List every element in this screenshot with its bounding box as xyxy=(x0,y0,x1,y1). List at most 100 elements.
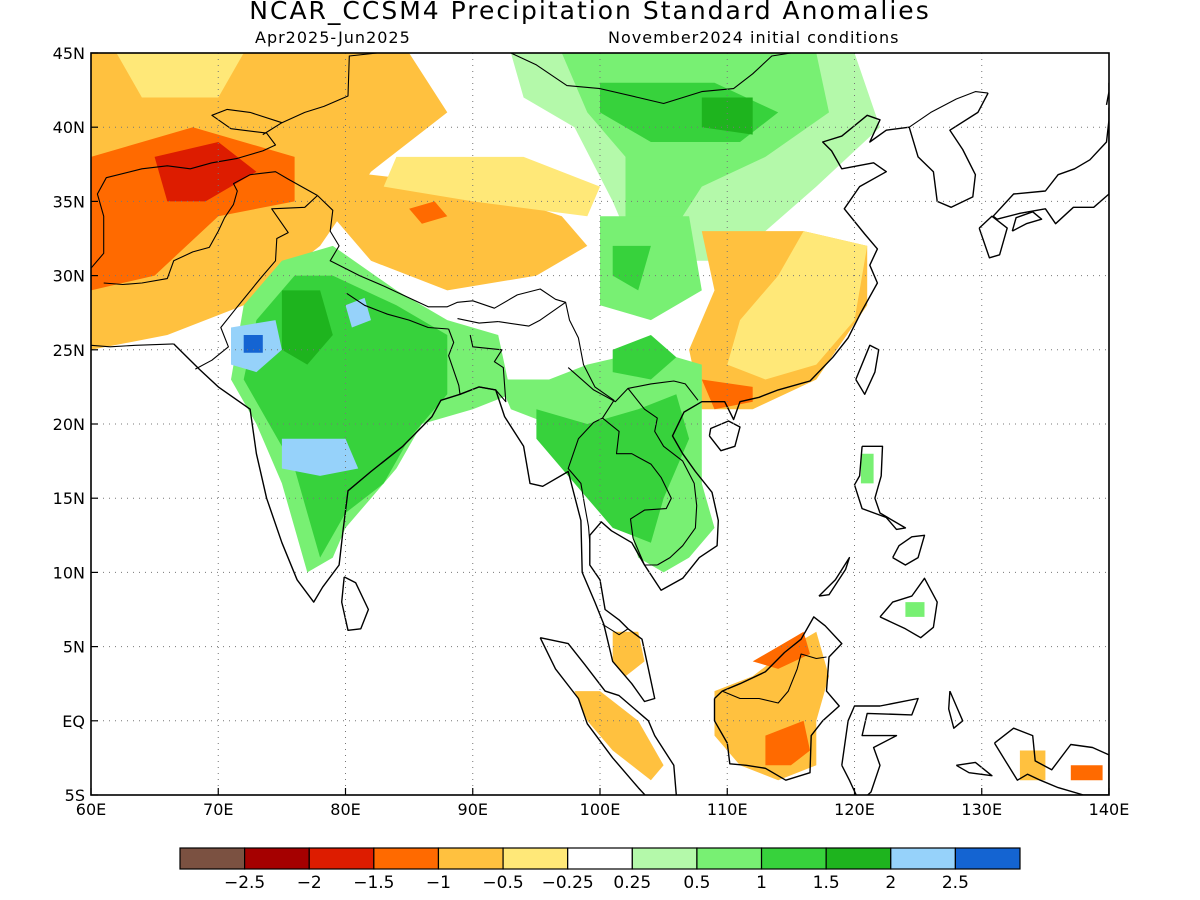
y-tick-label: 10N xyxy=(53,563,85,582)
border-7 xyxy=(448,328,507,403)
x-tick-label: 80E xyxy=(330,800,360,819)
border-9 xyxy=(567,367,699,403)
anomaly-region-33 xyxy=(1019,750,1046,781)
anomaly-region-30 xyxy=(752,631,810,669)
border-5 xyxy=(346,292,449,330)
coastline-0 xyxy=(173,114,910,703)
colorbar-swatch xyxy=(631,847,698,870)
x-tick-label: 140E xyxy=(1089,800,1130,819)
colorbar-label: 2.5 xyxy=(942,873,969,893)
y-tick-label: 35N xyxy=(53,192,85,211)
y-tick-label: 5N xyxy=(63,638,85,657)
y-tick-label: 45N xyxy=(53,44,85,63)
anomaly-region-27 xyxy=(905,602,925,617)
coastline-6 xyxy=(992,107,1109,225)
border-12 xyxy=(632,538,658,566)
border-15 xyxy=(908,91,989,128)
border-10 xyxy=(602,417,672,539)
colorbar-swatch xyxy=(890,847,956,870)
anomaly-region-2 xyxy=(154,142,257,202)
coastlines xyxy=(173,82,1109,795)
coastline-10 xyxy=(892,534,926,566)
gridlines xyxy=(91,53,1109,795)
y-tick-label: 40N xyxy=(53,118,85,137)
border-8 xyxy=(498,301,615,543)
anomaly-region-5 xyxy=(383,156,600,217)
coastline-8 xyxy=(853,445,907,531)
x-tick-label: 100E xyxy=(580,800,621,819)
initial-conditions: November2024 initial conditions xyxy=(608,28,900,47)
colorbar-swatch xyxy=(760,847,827,870)
colorbar-label: 1 xyxy=(756,873,767,893)
anomaly-region-22 xyxy=(281,438,359,476)
colorbar-label: −1.5 xyxy=(353,873,394,893)
coastline-13 xyxy=(539,637,677,795)
anomaly-region-14 xyxy=(727,231,868,380)
colorbar-swatch xyxy=(179,847,246,870)
anomaly-shading xyxy=(91,53,1103,781)
anomaly-region-31 xyxy=(574,691,664,781)
anomaly-region-20 xyxy=(243,335,263,353)
colorbar-swatch xyxy=(437,847,504,870)
border-6 xyxy=(457,318,499,324)
anomaly-region-26 xyxy=(860,453,874,484)
colorbar-label: −2.5 xyxy=(224,873,265,893)
border-17 xyxy=(721,653,827,704)
colorbar-swatch xyxy=(567,847,633,870)
anomaly-region-11 xyxy=(600,216,702,321)
colorbar-swatch xyxy=(308,847,375,870)
colorbar-swatch xyxy=(244,847,310,870)
coastline-4 xyxy=(908,92,989,209)
colorbar-swatch xyxy=(696,847,763,870)
anomaly-region-12 xyxy=(612,245,651,291)
border-3 xyxy=(195,195,318,370)
anomaly-region-25 xyxy=(612,335,677,380)
y-tick-label: 20N xyxy=(53,415,85,434)
coastline-16 xyxy=(993,727,1109,795)
chart-title: NCAR_CCSM4 Precipitation Standard Anomal… xyxy=(249,0,931,25)
anomaly-region-34 xyxy=(1070,765,1103,781)
coastline-14 xyxy=(841,697,919,795)
anomaly-region-10 xyxy=(701,97,753,135)
colorbar-swatch xyxy=(954,847,1021,870)
border-1 xyxy=(91,53,378,269)
y-tick-label: EQ xyxy=(62,712,85,731)
anomaly-region-18 xyxy=(281,290,333,365)
border-11 xyxy=(627,388,698,566)
colorbar-swatch xyxy=(825,847,892,870)
colorbar-label: 2 xyxy=(885,873,896,893)
colorbar-label: −0.5 xyxy=(482,873,523,893)
colorbar-label: 1.5 xyxy=(813,873,840,893)
anomaly-region-29 xyxy=(765,720,810,766)
x-tick-label: 130E xyxy=(961,800,1002,819)
y-tick-label: 25N xyxy=(53,341,85,360)
border-13 xyxy=(377,53,791,105)
y-tick-label: 15N xyxy=(53,489,85,508)
x-tick-label: 90E xyxy=(458,800,488,819)
axes: 60E 70E 80E 90E 100E 110E 120E 130E 140E 45N 40N 35… xyxy=(53,44,1130,819)
country-borders xyxy=(91,53,1109,795)
colorbar-swatch xyxy=(373,847,440,870)
coastline-9 xyxy=(879,577,938,639)
anomaly-region-24 xyxy=(536,394,690,543)
border-14 xyxy=(262,122,283,136)
coastline-1 xyxy=(341,576,370,631)
colorbar-label: −0.25 xyxy=(542,873,594,893)
border-0 xyxy=(91,343,174,348)
coastline-17 xyxy=(955,761,993,777)
coastline-12 xyxy=(713,616,843,781)
anomaly-region-3 xyxy=(116,53,244,98)
colorbar-label: 0.25 xyxy=(613,873,651,893)
border-2 xyxy=(103,171,318,286)
valid-period: Apr2025-Jun2025 xyxy=(255,28,411,47)
coastline-2 xyxy=(708,420,741,452)
coastline-5 xyxy=(978,215,1008,259)
x-tick-label: 120E xyxy=(834,800,875,819)
x-tick-label: 60E xyxy=(76,800,106,819)
coastline-3 xyxy=(855,344,880,395)
y-tick-label: 5S xyxy=(65,786,85,805)
x-tick-label: 70E xyxy=(203,800,233,819)
colorbar-label: −2 xyxy=(297,873,322,893)
coastline-19 xyxy=(1105,82,1109,106)
